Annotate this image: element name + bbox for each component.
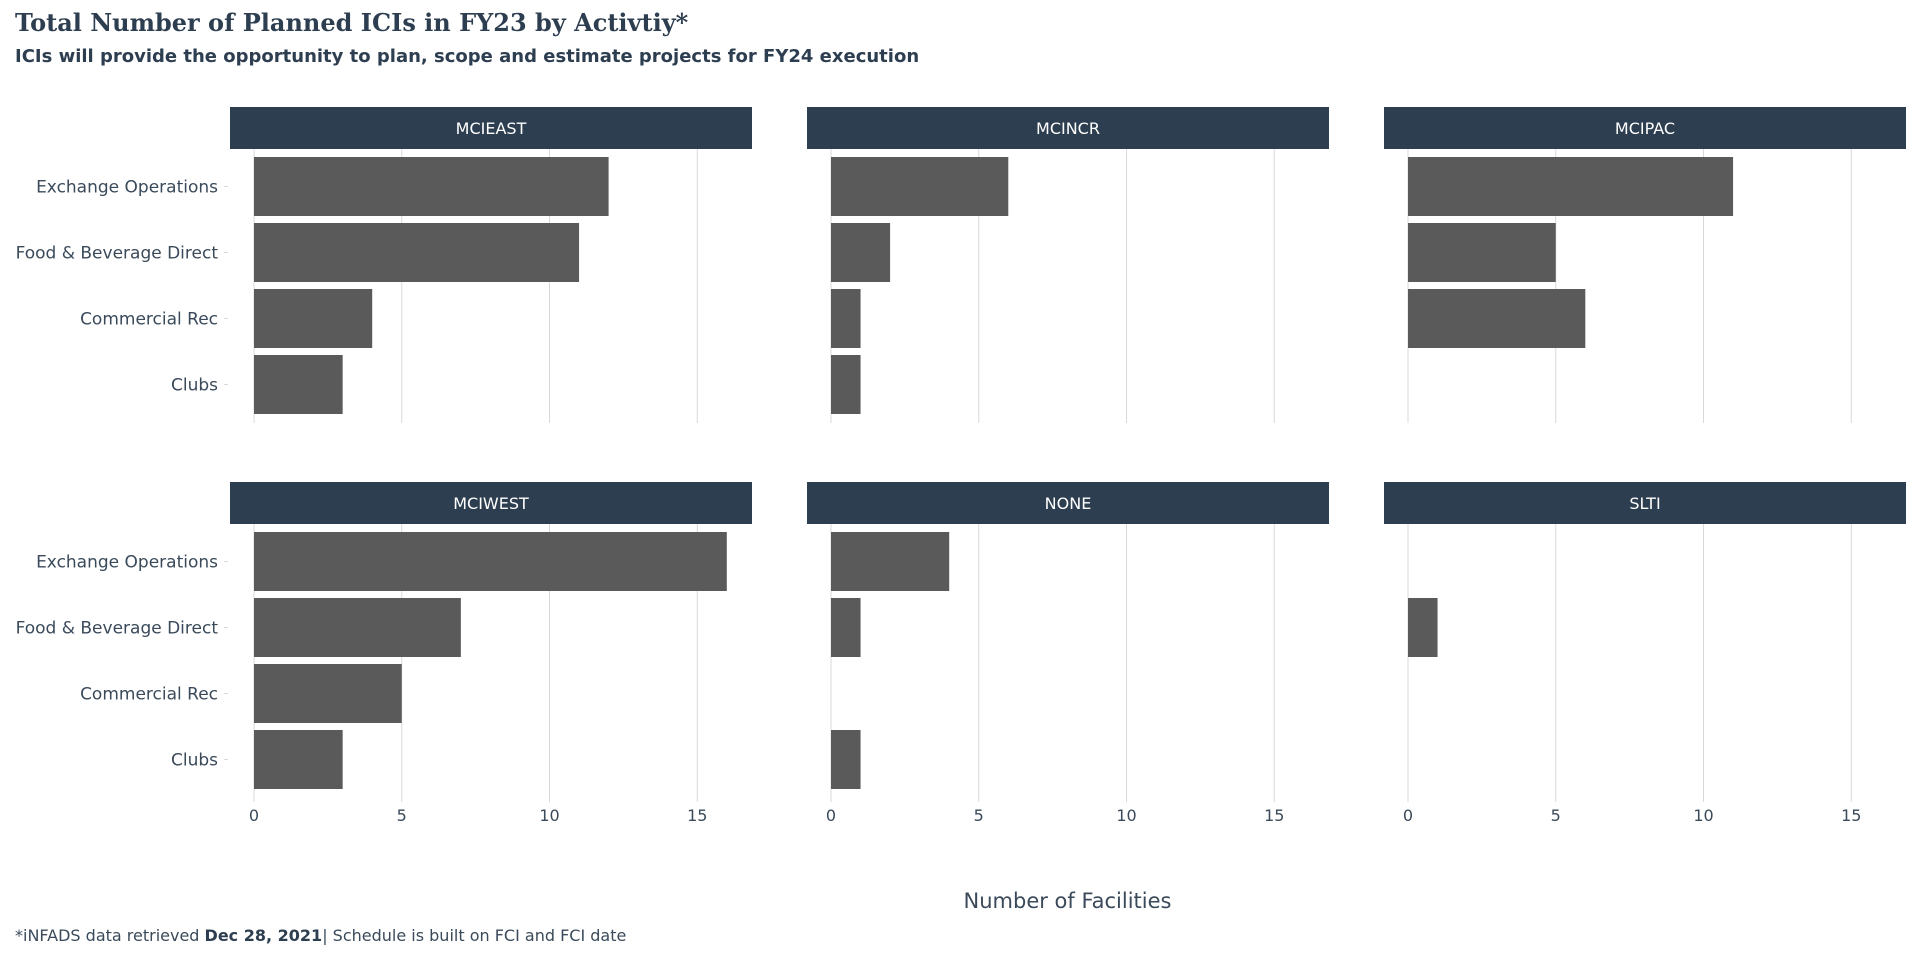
category-label: Food & Beverage Direct [16, 244, 219, 264]
bar [1408, 598, 1438, 657]
facet-strip [1384, 107, 1906, 149]
bar [254, 355, 343, 414]
facet-strip [807, 107, 1329, 149]
facet-strip [1384, 482, 1906, 524]
bar [831, 157, 1009, 216]
bar [831, 598, 861, 657]
facet-strip-label: MCIPAC [1615, 119, 1675, 138]
x-tick-label: 15 [687, 806, 707, 825]
x-tick-label: 15 [1841, 806, 1861, 825]
x-axis-title: Number of Facilities [963, 889, 1172, 913]
category-label: Clubs [171, 751, 218, 771]
facet-strip [230, 107, 752, 149]
bar [254, 157, 609, 216]
facet-strip [807, 482, 1329, 524]
bar [1408, 223, 1556, 282]
category-label: Clubs [171, 376, 218, 396]
x-tick-label: 0 [826, 806, 836, 825]
bar [254, 532, 727, 591]
x-tick-label: 5 [974, 806, 984, 825]
category-label: Commercial Rec [80, 310, 218, 330]
x-tick-label: 5 [397, 806, 407, 825]
x-tick-label: 5 [1551, 806, 1561, 825]
facet-strip-label: MCIEAST [456, 119, 527, 138]
bar [254, 598, 461, 657]
category-label: Food & Beverage Direct [16, 619, 219, 639]
facet-strip-label: NONE [1045, 494, 1092, 513]
bar [254, 223, 580, 282]
x-tick-label: 10 [1116, 806, 1136, 825]
caption: *iNFADS data retrieved Dec 28, 2021| Sch… [15, 926, 626, 945]
chart-subtitle: ICIs will provide the opportunity to pla… [15, 46, 920, 67]
x-tick-label: 10 [1693, 806, 1713, 825]
bar [831, 355, 861, 414]
bar [254, 289, 373, 348]
bar [831, 289, 861, 348]
x-tick-label: 10 [539, 806, 559, 825]
x-tick-label: 0 [1403, 806, 1413, 825]
bar [254, 664, 402, 723]
bar [831, 730, 861, 789]
x-tick-label: 0 [249, 806, 259, 825]
facet-strip-label: MCINCR [1036, 119, 1100, 138]
category-label: Exchange Operations [36, 553, 218, 573]
bar [254, 730, 343, 789]
facet-strip-label: SLTI [1629, 494, 1660, 513]
category-label: Exchange Operations [36, 178, 218, 198]
caption-prefix: *iNFADS data retrieved [15, 926, 205, 945]
bar [831, 223, 891, 282]
caption-date: Dec 28, 2021 [204, 926, 323, 945]
facet-strip [230, 482, 752, 524]
facet-strip-label: MCIWEST [453, 494, 529, 513]
x-tick-label: 15 [1264, 806, 1284, 825]
bar [1408, 157, 1734, 216]
caption-suffix: | Schedule is built on FCI and FCI date [322, 926, 627, 945]
chart-title: Total Number of Planned ICIs in FY23 by … [15, 8, 689, 37]
bar [831, 532, 950, 591]
bar [1408, 289, 1586, 348]
category-label: Commercial Rec [80, 685, 218, 705]
